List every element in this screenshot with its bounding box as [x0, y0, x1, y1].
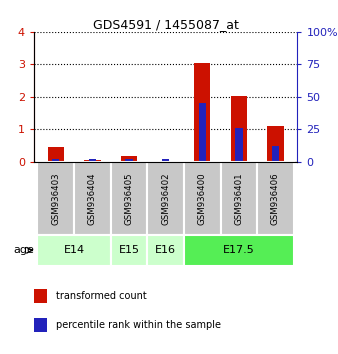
Bar	[184, 235, 294, 266]
Text: GSM936401: GSM936401	[234, 172, 243, 225]
Bar	[147, 235, 184, 266]
Bar	[184, 162, 221, 235]
Bar	[74, 162, 111, 235]
Bar	[34, 318, 47, 332]
Bar	[111, 235, 147, 266]
Bar	[199, 103, 206, 162]
Text: transformed count: transformed count	[56, 291, 146, 301]
Text: E15: E15	[119, 245, 140, 255]
Bar	[231, 96, 247, 162]
Bar	[34, 289, 47, 303]
Bar	[235, 128, 243, 162]
Text: GSM936400: GSM936400	[198, 172, 207, 225]
Bar	[125, 159, 133, 162]
Text: GSM936403: GSM936403	[51, 172, 60, 225]
Text: GSM936404: GSM936404	[88, 172, 97, 225]
Bar	[158, 161, 174, 162]
Text: GSM936406: GSM936406	[271, 172, 280, 225]
Bar	[48, 147, 64, 162]
Bar	[221, 162, 257, 235]
Text: E16: E16	[155, 245, 176, 255]
Bar	[84, 160, 101, 162]
Title: GDS4591 / 1455087_at: GDS4591 / 1455087_at	[93, 18, 239, 31]
Text: GSM936405: GSM936405	[124, 172, 134, 225]
Bar	[121, 156, 137, 162]
Text: age: age	[13, 245, 34, 255]
Text: E14: E14	[64, 245, 84, 255]
Bar	[162, 159, 169, 162]
Text: E17.5: E17.5	[223, 245, 255, 255]
Bar	[89, 159, 96, 162]
Text: percentile rank within the sample: percentile rank within the sample	[56, 320, 221, 330]
Bar	[272, 145, 279, 162]
Bar	[111, 162, 147, 235]
Bar	[267, 126, 284, 162]
Bar	[38, 162, 74, 235]
Bar	[38, 235, 111, 266]
Bar	[147, 162, 184, 235]
Bar	[194, 63, 211, 162]
Bar	[52, 159, 59, 162]
Bar	[257, 162, 294, 235]
Text: GSM936402: GSM936402	[161, 172, 170, 225]
